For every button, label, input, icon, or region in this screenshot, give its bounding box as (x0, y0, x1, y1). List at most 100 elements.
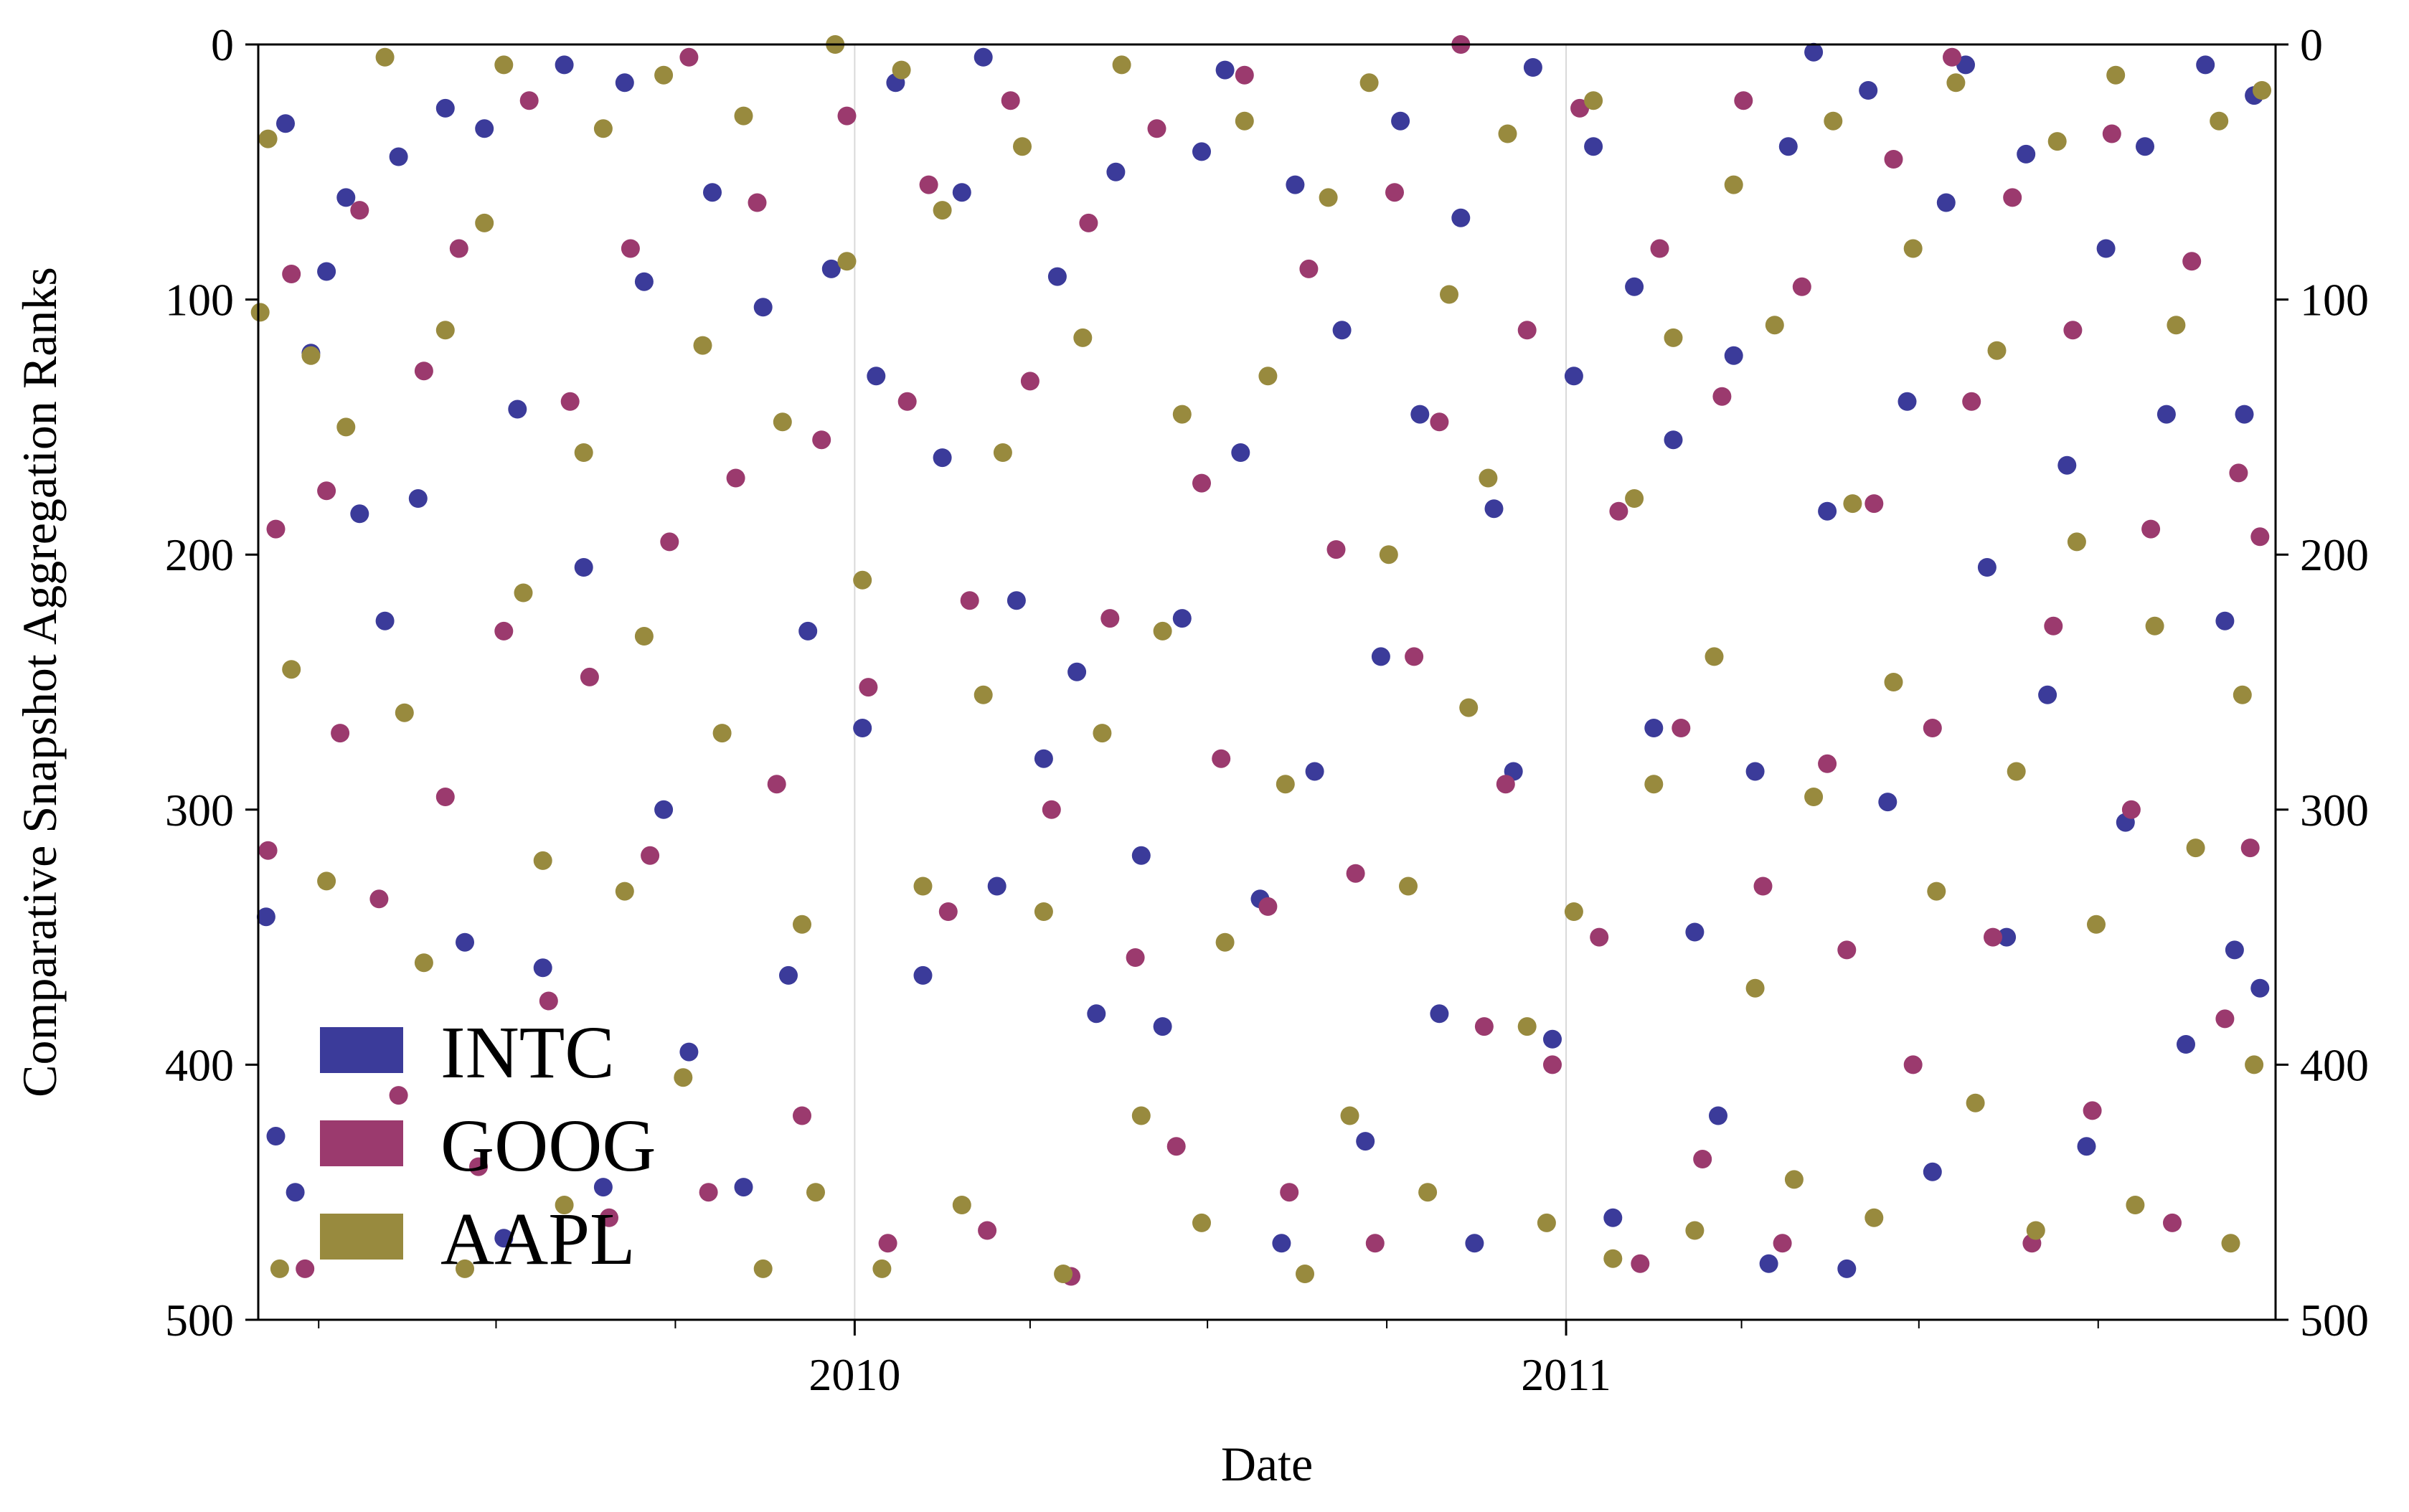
y-left-tick-label-500: 500 (165, 1295, 234, 1346)
y-right-tick-label-100: 100 (2300, 275, 2369, 326)
point-intc-69 (1625, 277, 1644, 296)
point-aapl-96 (2126, 1196, 2145, 1214)
point-aapl-26 (734, 106, 753, 126)
point-goog-53 (1346, 864, 1365, 883)
point-goog-5 (331, 724, 350, 743)
point-goog-51 (1299, 259, 1319, 278)
point-aapl-30 (806, 1183, 825, 1202)
point-aapl-97 (2145, 616, 2164, 635)
point-aapl-53 (1258, 367, 1278, 386)
point-goog-83 (1984, 927, 2002, 947)
point-intc-14 (494, 1229, 514, 1248)
point-goog-10 (435, 788, 455, 806)
point-goog-35 (960, 591, 979, 610)
point-aapl-100 (2210, 111, 2229, 131)
point-intc-64 (1523, 58, 1542, 77)
point-aapl-27 (753, 1259, 773, 1278)
point-goog-34 (938, 902, 958, 921)
point-aapl-62 (1440, 285, 1458, 304)
point-intc-8 (375, 611, 395, 630)
point-goog-7 (369, 889, 389, 909)
point-intc-82 (1878, 793, 1898, 812)
point-intc-41 (1067, 662, 1087, 681)
y-axis-title: Comparative Snapshot Aggregation Ranks (12, 267, 67, 1097)
point-aapl-104 (2253, 81, 2271, 100)
point-aapl-79 (1784, 1170, 1804, 1189)
point-aapl-54 (1276, 775, 1295, 794)
point-aapl-68 (1564, 902, 1583, 921)
point-intc-61 (1465, 1234, 1484, 1253)
point-aapl-35 (892, 60, 911, 80)
point-intc-75 (1745, 762, 1765, 781)
x-tick-label-2011: 2011 (1521, 1349, 1611, 1400)
legend-item-goog: GOOG (320, 1105, 656, 1187)
point-intc-22 (654, 800, 674, 819)
point-goog-80 (1923, 719, 1942, 737)
point-aapl-77 (1745, 978, 1765, 998)
point-intc-76 (1759, 1254, 1778, 1273)
point-intc-60 (1451, 208, 1471, 227)
point-intc-87 (1977, 558, 1996, 577)
point-intc-20 (615, 73, 634, 93)
point-intc-88 (1997, 927, 2017, 947)
point-aapl-47 (1131, 1106, 1151, 1125)
point-aapl-0 (250, 303, 270, 322)
point-goog-57 (1430, 412, 1449, 432)
point-goog-90 (2121, 800, 2141, 819)
point-intc-65 (1543, 1029, 1562, 1049)
legend-item-intc: INTC (320, 1011, 615, 1094)
y-left-tick-label-200: 200 (165, 529, 234, 580)
y-axis-left-tick-labels: 0 100 200 300 400 500 (165, 19, 234, 1346)
point-aapl-93 (2067, 532, 2086, 552)
point-aapl-56 (1319, 188, 1338, 207)
point-goog-41 (1079, 213, 1098, 232)
point-intc-10 (408, 489, 428, 508)
point-goog-22 (679, 47, 699, 67)
point-aapl-94 (2087, 915, 2106, 934)
point-aapl-44 (1073, 328, 1093, 347)
point-intc-54 (1332, 321, 1352, 340)
point-goog-92 (2163, 1213, 2182, 1232)
point-intc-2 (276, 114, 295, 133)
point-goog-50 (1280, 1183, 1299, 1202)
point-goog-1 (266, 519, 286, 539)
plot-frame (257, 43, 2277, 1321)
point-goog-16 (560, 392, 580, 411)
x-axis-tick-labels: 2010 2011 (808, 1349, 1611, 1400)
point-intc-83 (1898, 392, 1917, 411)
point-aapl-65 (1498, 124, 1517, 143)
point-goog-65 (1609, 501, 1628, 521)
point-goog-63 (1570, 98, 1590, 118)
point-intc-28 (798, 621, 818, 641)
point-goog-2 (282, 265, 301, 283)
point-goog-20 (641, 846, 660, 865)
point-goog-48 (1235, 65, 1254, 85)
point-intc-13 (475, 119, 494, 138)
point-aapl-67 (1537, 1213, 1556, 1232)
point-aapl-43 (1054, 1265, 1073, 1283)
point-goog-37 (1001, 91, 1020, 110)
point-aapl-15 (514, 583, 533, 603)
point-goog-70 (1712, 387, 1732, 406)
point-aapl-58 (1359, 73, 1379, 93)
point-intc-26 (753, 298, 773, 317)
point-goog-11 (449, 239, 468, 258)
y-right-tick-label-500: 500 (2300, 1295, 2369, 1346)
point-aapl-103 (2245, 1055, 2264, 1074)
point-goog-64 (1590, 927, 1609, 947)
point-goog-84 (2003, 188, 2022, 207)
x-axis-title: Date (1221, 1437, 1313, 1491)
point-goog-18 (600, 1208, 618, 1227)
point-intc-68 (1603, 1208, 1623, 1227)
point-goog-93 (2182, 252, 2202, 271)
point-goog-76 (1837, 940, 1857, 960)
point-intc-34 (933, 448, 952, 468)
point-intc-42 (1087, 1004, 1106, 1024)
point-intc-78 (1804, 42, 1824, 62)
point-intc-25 (734, 1178, 753, 1197)
point-aapl-84 (1884, 673, 1903, 691)
point-intc-6 (336, 188, 356, 207)
point-intc-48 (1215, 60, 1235, 80)
point-aapl-99 (2186, 838, 2205, 858)
point-aapl-71 (1625, 489, 1644, 508)
